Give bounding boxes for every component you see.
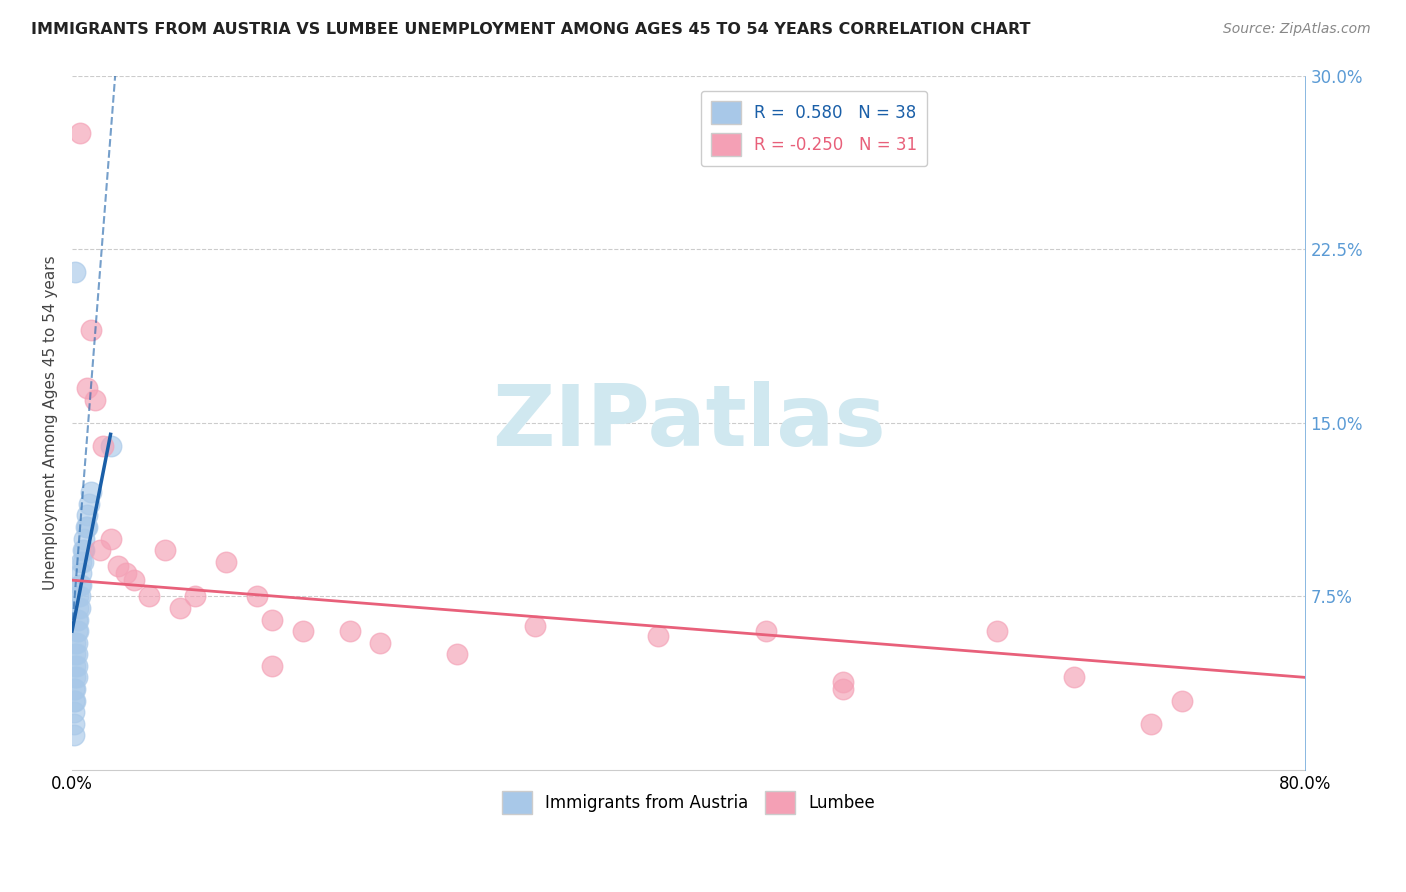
Point xyxy=(262,658,284,673)
Point xyxy=(66,624,89,639)
Point xyxy=(72,555,94,569)
Point xyxy=(72,543,94,558)
Point xyxy=(63,693,86,707)
Point xyxy=(69,590,91,604)
Point xyxy=(63,635,86,649)
Text: IMMIGRANTS FROM AUSTRIA VS LUMBEE UNEMPLOYMENT AMONG AGES 45 TO 54 YEARS CORRELA: IMMIGRANTS FROM AUSTRIA VS LUMBEE UNEMPL… xyxy=(31,22,1031,37)
Point xyxy=(262,613,284,627)
Text: ZIPatlas: ZIPatlas xyxy=(492,381,886,464)
Point xyxy=(831,675,853,690)
Point xyxy=(63,658,86,673)
Point xyxy=(67,613,90,627)
Point xyxy=(62,681,84,696)
Point xyxy=(69,127,91,141)
Point xyxy=(66,613,89,627)
Point xyxy=(1063,670,1085,684)
Point xyxy=(67,624,90,639)
Point xyxy=(370,635,392,649)
Point xyxy=(76,520,98,534)
Point xyxy=(647,629,669,643)
Point xyxy=(1140,716,1163,731)
Point xyxy=(122,573,145,587)
Point xyxy=(67,590,90,604)
Point xyxy=(246,590,269,604)
Point xyxy=(107,559,129,574)
Legend: Immigrants from Austria, Lumbee: Immigrants from Austria, Lumbee xyxy=(492,780,886,824)
Point xyxy=(66,635,89,649)
Point xyxy=(69,601,91,615)
Point xyxy=(153,543,176,558)
Point xyxy=(66,658,89,673)
Point xyxy=(831,681,853,696)
Point xyxy=(84,392,107,407)
Point xyxy=(63,265,86,279)
Point xyxy=(69,578,91,592)
Point xyxy=(62,716,84,731)
Point xyxy=(63,681,86,696)
Point xyxy=(89,543,111,558)
Point xyxy=(1171,693,1194,707)
Point xyxy=(91,439,114,453)
Point xyxy=(76,381,98,395)
Point xyxy=(62,693,84,707)
Point xyxy=(755,624,778,639)
Point xyxy=(73,543,96,558)
Point xyxy=(100,439,122,453)
Point xyxy=(62,728,84,742)
Point xyxy=(70,578,93,592)
Point xyxy=(66,647,89,661)
Point xyxy=(115,566,138,581)
Point xyxy=(100,532,122,546)
Point xyxy=(215,555,238,569)
Point xyxy=(292,624,315,639)
Y-axis label: Unemployment Among Ages 45 to 54 years: Unemployment Among Ages 45 to 54 years xyxy=(44,255,58,591)
Text: Source: ZipAtlas.com: Source: ZipAtlas.com xyxy=(1223,22,1371,37)
Point xyxy=(67,601,90,615)
Point xyxy=(184,590,207,604)
Point xyxy=(75,520,97,534)
Point xyxy=(62,705,84,719)
Point xyxy=(70,555,93,569)
Point xyxy=(76,508,98,523)
Point xyxy=(986,624,1008,639)
Point xyxy=(70,566,93,581)
Point xyxy=(73,532,96,546)
Point xyxy=(63,670,86,684)
Point xyxy=(523,619,546,633)
Point xyxy=(77,497,100,511)
Point xyxy=(169,601,191,615)
Point xyxy=(138,590,160,604)
Point xyxy=(66,670,89,684)
Point xyxy=(339,624,361,639)
Point xyxy=(446,647,468,661)
Point xyxy=(63,647,86,661)
Point xyxy=(79,323,101,337)
Point xyxy=(79,485,101,500)
